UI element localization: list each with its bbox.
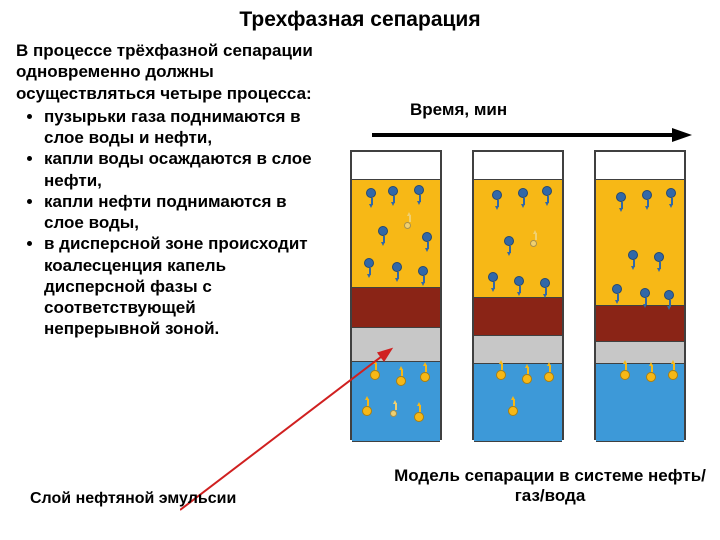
layer-emulsion_dark	[474, 298, 562, 336]
droplet	[616, 192, 626, 202]
separation-panel-0	[350, 150, 442, 440]
layer-gas	[474, 152, 562, 180]
intro-text: В процессе трёхфазной сепарации одноврем…	[16, 40, 316, 104]
droplet	[628, 250, 638, 260]
droplet	[388, 186, 398, 196]
slide: Трехфазная сепарация В процессе трёхфазн…	[0, 0, 720, 540]
droplet	[522, 374, 532, 384]
droplet	[664, 290, 674, 300]
droplet	[414, 412, 424, 422]
layer-emulsion_light	[474, 336, 562, 364]
layer-emulsion_light	[352, 328, 440, 362]
droplet	[404, 222, 411, 229]
droplet	[392, 262, 402, 272]
layer-gas	[352, 152, 440, 180]
droplet	[646, 372, 656, 382]
slide-title: Трехфазная сепарация	[0, 0, 720, 32]
droplet	[612, 284, 622, 294]
time-arrow-icon	[372, 125, 692, 145]
droplet	[668, 370, 678, 380]
droplet	[654, 252, 664, 262]
droplet	[422, 232, 432, 242]
droplet	[364, 258, 374, 268]
droplet	[518, 188, 528, 198]
droplet	[378, 226, 388, 236]
droplet	[642, 190, 652, 200]
layer-emulsion_dark	[596, 306, 684, 342]
bullet-item: капли нефти поднимаются в слое воды,	[44, 191, 316, 234]
droplet	[640, 288, 650, 298]
separation-panel-1	[472, 150, 564, 440]
droplet	[362, 406, 372, 416]
droplet	[396, 376, 406, 386]
droplet	[514, 276, 524, 286]
droplet	[540, 278, 550, 288]
emulsion-label: Слой нефтяной эмульсии	[30, 490, 236, 508]
diagram-caption: Модель сепарации в системе нефть/газ/вод…	[390, 466, 710, 507]
droplet	[488, 272, 498, 282]
separation-panel-2	[594, 150, 686, 440]
droplet	[504, 236, 514, 246]
bullet-item: в дисперсной зоне происходит коалесценци…	[44, 233, 316, 339]
droplet	[366, 188, 376, 198]
time-axis-label: Время, мин	[410, 100, 507, 120]
droplet	[496, 370, 506, 380]
droplet	[492, 190, 502, 200]
droplet	[508, 406, 518, 416]
layer-gas	[596, 152, 684, 180]
droplet	[370, 370, 380, 380]
droplet	[530, 240, 537, 247]
droplet	[418, 266, 428, 276]
bullet-item: пузырьки газа поднимаются в слое воды и …	[44, 106, 316, 149]
droplet	[420, 372, 430, 382]
droplet	[544, 372, 554, 382]
droplet	[390, 410, 397, 417]
body-text: В процессе трёхфазной сепарации одноврем…	[16, 40, 316, 340]
separation-panels	[350, 150, 686, 440]
droplet	[414, 185, 424, 195]
droplet	[620, 370, 630, 380]
layer-emulsion_dark	[352, 288, 440, 328]
droplet	[542, 186, 552, 196]
bullet-item: капли воды осаждаются в слое нефти,	[44, 148, 316, 191]
droplet	[666, 188, 676, 198]
bullet-list: пузырьки газа поднимаются в слое воды и …	[44, 106, 316, 340]
